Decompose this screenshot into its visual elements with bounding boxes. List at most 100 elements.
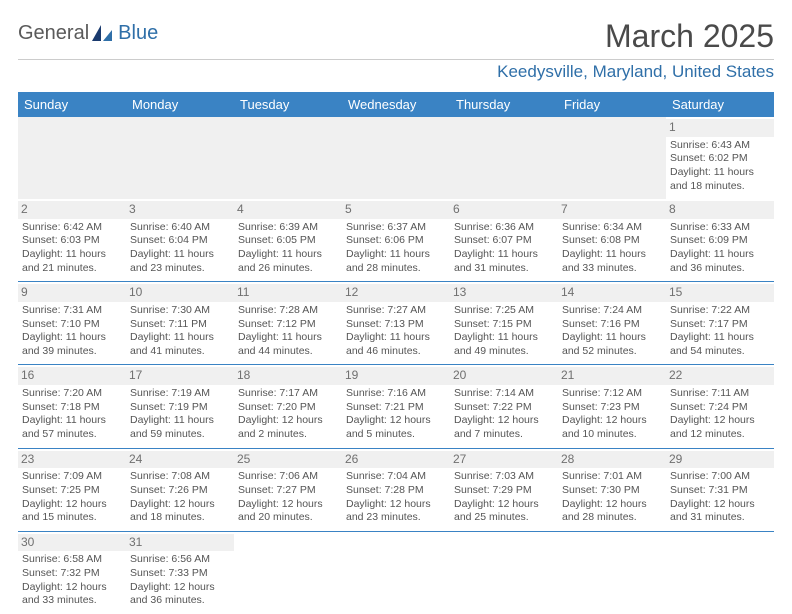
calendar-row: 16Sunrise: 7:20 AMSunset: 7:18 PMDayligh… [18,365,774,448]
day-info-line: and 31 minutes. [670,511,770,525]
day-header: Wednesday [342,92,450,117]
day-info-line: Sunrise: 7:11 AM [670,387,770,401]
day-info-line: Sunrise: 6:42 AM [22,221,122,235]
day-info-line: Sunset: 7:32 PM [22,567,122,581]
day-number: 6 [450,201,558,219]
calendar-cell: 8Sunrise: 6:33 AMSunset: 6:09 PMDaylight… [666,199,774,282]
logo: General Blue [18,22,158,45]
calendar-cell: 12Sunrise: 7:27 AMSunset: 7:13 PMDayligh… [342,282,450,365]
day-info-line: Sunrise: 7:25 AM [454,304,554,318]
calendar-cell: 28Sunrise: 7:01 AMSunset: 7:30 PMDayligh… [558,448,666,531]
day-info-line: and 18 minutes. [670,180,770,194]
day-info-line: and 18 minutes. [130,511,230,525]
calendar-cell: 24Sunrise: 7:08 AMSunset: 7:26 PMDayligh… [126,448,234,531]
day-info-line: Sunrise: 7:09 AM [22,470,122,484]
day-info-line: Sunrise: 7:12 AM [562,387,662,401]
calendar-cell [558,531,666,614]
day-info-line: Sunrise: 7:08 AM [130,470,230,484]
day-info-line: Daylight: 12 hours [22,581,122,595]
calendar-cell: 4Sunrise: 6:39 AMSunset: 6:05 PMDaylight… [234,199,342,282]
day-info-line: Sunset: 7:28 PM [346,484,446,498]
calendar-row: 1Sunrise: 6:43 AMSunset: 6:02 PMDaylight… [18,117,774,199]
day-info-line: Sunrise: 7:00 AM [670,470,770,484]
calendar-cell: 1Sunrise: 6:43 AMSunset: 6:02 PMDaylight… [666,117,774,199]
calendar-cell: 11Sunrise: 7:28 AMSunset: 7:12 PMDayligh… [234,282,342,365]
day-header: Monday [126,92,234,117]
day-info-line: Daylight: 12 hours [670,414,770,428]
calendar-cell: 14Sunrise: 7:24 AMSunset: 7:16 PMDayligh… [558,282,666,365]
calendar-cell: 18Sunrise: 7:17 AMSunset: 7:20 PMDayligh… [234,365,342,448]
day-info-line: Daylight: 11 hours [670,248,770,262]
day-info-line: Daylight: 12 hours [562,498,662,512]
calendar-row: 23Sunrise: 7:09 AMSunset: 7:25 PMDayligh… [18,448,774,531]
day-info-line: Sunrise: 6:43 AM [670,139,770,153]
day-info-line: Sunset: 7:16 PM [562,318,662,332]
day-info-line: Daylight: 12 hours [454,498,554,512]
calendar-cell: 13Sunrise: 7:25 AMSunset: 7:15 PMDayligh… [450,282,558,365]
header: General Blue March 2025 [18,18,774,55]
day-info-line: Daylight: 12 hours [670,498,770,512]
day-info-line: and 2 minutes. [238,428,338,442]
day-info-line: Daylight: 11 hours [130,248,230,262]
day-info-line: Daylight: 11 hours [238,248,338,262]
day-info-line: Daylight: 12 hours [346,498,446,512]
day-info-line: Sunrise: 7:19 AM [130,387,230,401]
calendar-cell: 21Sunrise: 7:12 AMSunset: 7:23 PMDayligh… [558,365,666,448]
day-info-line: Daylight: 11 hours [130,414,230,428]
day-header: Friday [558,92,666,117]
day-info-line: Sunrise: 7:01 AM [562,470,662,484]
day-info-line: and 15 minutes. [22,511,122,525]
day-number: 15 [666,284,774,302]
day-number: 28 [558,451,666,469]
day-info-line: and 33 minutes. [562,262,662,276]
day-info-line: and 28 minutes. [562,511,662,525]
day-info-line: Sunset: 7:13 PM [346,318,446,332]
day-info-line: Daylight: 12 hours [22,498,122,512]
calendar-cell [18,117,126,199]
day-info-line: and 57 minutes. [22,428,122,442]
day-info-line: Sunrise: 6:56 AM [130,553,230,567]
day-header: Tuesday [234,92,342,117]
day-info-line: Sunset: 7:31 PM [670,484,770,498]
day-number: 9 [18,284,126,302]
day-info-line: Sunrise: 7:03 AM [454,470,554,484]
day-info-line: and 41 minutes. [130,345,230,359]
day-number: 31 [126,534,234,552]
day-number: 20 [450,367,558,385]
day-number: 11 [234,284,342,302]
day-info-line: Sunrise: 6:40 AM [130,221,230,235]
day-number: 19 [342,367,450,385]
day-number: 23 [18,451,126,469]
calendar-cell: 29Sunrise: 7:00 AMSunset: 7:31 PMDayligh… [666,448,774,531]
calendar-table: Sunday Monday Tuesday Wednesday Thursday… [18,92,774,614]
day-number: 17 [126,367,234,385]
calendar-cell [666,531,774,614]
day-info-line: and 28 minutes. [346,262,446,276]
day-info-line: Sunset: 7:29 PM [454,484,554,498]
day-info-line: Daylight: 11 hours [22,331,122,345]
day-header: Sunday [18,92,126,117]
day-info-line: and 7 minutes. [454,428,554,442]
day-info-line: Sunset: 6:04 PM [130,234,230,248]
day-info-line: Sunrise: 6:37 AM [346,221,446,235]
calendar-cell [342,117,450,199]
day-info-line: Daylight: 11 hours [454,248,554,262]
day-number: 16 [18,367,126,385]
calendar-cell: 23Sunrise: 7:09 AMSunset: 7:25 PMDayligh… [18,448,126,531]
calendar-cell [558,117,666,199]
day-number: 5 [342,201,450,219]
calendar-cell: 7Sunrise: 6:34 AMSunset: 6:08 PMDaylight… [558,199,666,282]
day-number: 8 [666,201,774,219]
calendar-cell [126,117,234,199]
day-info-line: Sunset: 7:15 PM [454,318,554,332]
calendar-cell: 6Sunrise: 6:36 AMSunset: 6:07 PMDaylight… [450,199,558,282]
day-number: 25 [234,451,342,469]
day-info-line: Sunrise: 7:20 AM [22,387,122,401]
day-info-line: Daylight: 11 hours [346,331,446,345]
day-info-line: and 23 minutes. [130,262,230,276]
day-info-line: and 21 minutes. [22,262,122,276]
day-info-line: Sunrise: 7:04 AM [346,470,446,484]
day-number: 3 [126,201,234,219]
day-info-line: Daylight: 11 hours [130,331,230,345]
day-info-line: Sunset: 6:06 PM [346,234,446,248]
